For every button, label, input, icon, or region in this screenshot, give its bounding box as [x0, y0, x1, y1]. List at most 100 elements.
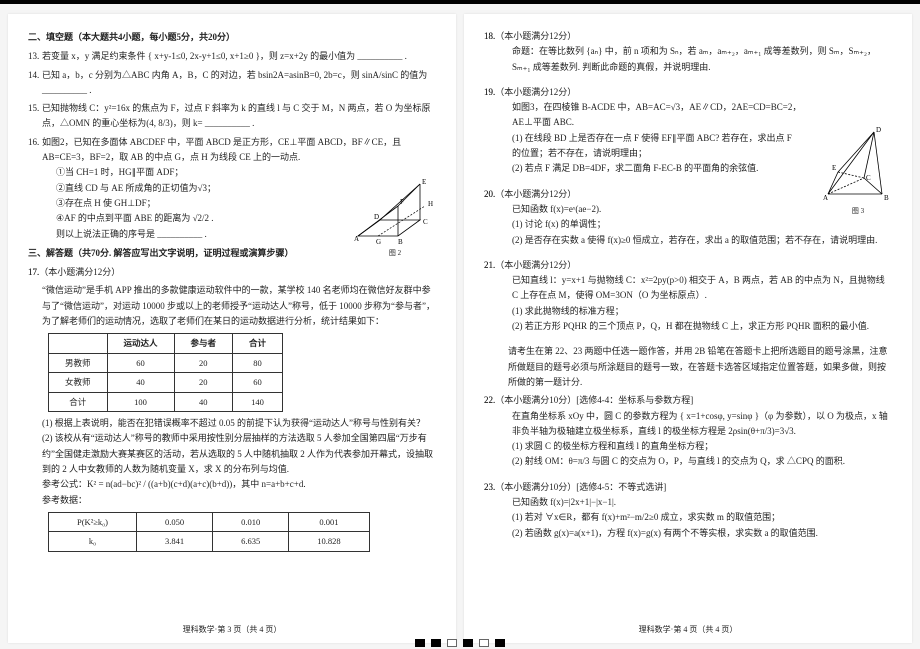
page-4: 18. 18.（本小题满分12分） 命题：在等比数列 {aₙ} 中，前 n 项和… — [464, 14, 912, 643]
svg-text:D: D — [374, 213, 379, 221]
q19-head: 19.（本小题满分12分） — [484, 87, 576, 97]
question-18: 18. 18.（本小题满分12分） 命题：在等比数列 {aₙ} 中，前 n 项和… — [498, 29, 892, 75]
question-21: 21. 21.（本小题满分12分） 已知直线 l：y=x+1 与抛物线 C：x²… — [498, 258, 892, 334]
q19-p2: (2) 若点 F 满足 DB=4DF，求二面角 F-EC-B 的平面角的余弦值. — [512, 161, 802, 176]
qnum-16: 16. — [28, 135, 39, 150]
top-bar — [0, 0, 920, 4]
svg-text:A: A — [354, 235, 359, 243]
svg-text:C: C — [423, 218, 428, 226]
qnum-21: 21. — [484, 258, 495, 273]
page-3: 二、填空题（本大题共4小题，每小题5分，共20分） 13.若变量 x，y 满足约… — [8, 14, 456, 643]
qnum-15: 15. — [28, 101, 39, 116]
page-4-footer: 理科数学·第 4 页（共 4 页） — [484, 623, 892, 637]
qnum-18: 18. — [484, 29, 495, 44]
q20-p2: (2) 是否存在实数 a 使得 f(x)≥0 恒成立，若存在，求出 a 的取值范… — [512, 233, 892, 248]
cell: 100 — [107, 392, 174, 411]
q21-stem: 已知直线 l：y=x+1 与抛物线 C：x²=2py(p>0) 相交于 A，B … — [512, 273, 892, 304]
q20-stem: 已知函数 f(x)=eˣ(ae−2). — [512, 202, 892, 217]
cell: 0.050 — [136, 512, 212, 531]
section-2-title: 二、填空题（本大题共4小题，每小题5分，共20分） — [28, 30, 436, 45]
q23-p2: (2) 若函数 g(x)=a(x+1)，方程 f(x)=g(x) 有两个不等实根… — [512, 526, 892, 541]
cell: 80 — [233, 353, 283, 372]
q23-p1: (1) 若对 ∀x∈R，都有 f(x)+m²−m/2≥0 成立，求实数 m 的取… — [512, 510, 892, 525]
q16-stem: 如图2，已知在多面体 ABCDEF 中，平面 ABCD 是正方形，CE⊥平面 A… — [42, 137, 401, 162]
th-heji: 合计 — [233, 334, 283, 353]
q22-head: 22.（本小题满分10分）[选修4-4：坐标系与参数方程] — [484, 395, 693, 405]
question-13: 13.若变量 x，y 满足约束条件 { x+y-1≤0, 2x-y+1≤0, x… — [42, 49, 436, 64]
svg-text:H: H — [428, 200, 433, 208]
choice-instruction: 请考生在第 22、23 两题中任选一题作答，并用 2B 铅笔在答题卡上把所选题目… — [508, 344, 892, 390]
svg-text:D: D — [876, 126, 881, 134]
scan-marks — [415, 639, 505, 647]
cell: P(K²≥k₀) — [49, 512, 137, 531]
svg-text:B: B — [398, 238, 403, 246]
qnum-13: 13. — [28, 49, 39, 64]
q20-p1: (1) 讨论 f(x) 的单调性； — [512, 217, 892, 232]
svg-text:C: C — [866, 174, 871, 182]
cell: 40 — [174, 392, 233, 411]
th-daren: 运动达人 — [107, 334, 174, 353]
cell: 10.828 — [289, 532, 369, 551]
question-15: 15.已知抛物线 C：y²=16x 的焦点为 F，过点 F 斜率为 k 的直线 … — [42, 101, 436, 132]
cell: 40 — [107, 373, 174, 392]
cell: 140 — [233, 392, 283, 411]
q17-p2: (1) 根据上表说明，能否在犯错误概率不超过 0.05 的前提下认为获得“运动达… — [42, 416, 436, 431]
q22-p1: (1) 求圆 C 的极坐标方程和直线 l 的直角坐标方程； — [512, 439, 892, 454]
qnum-17: 17. — [28, 265, 39, 280]
question-23: 23. 23.（本小题满分10分）[选修4-5：不等式选讲] 已知函数 f(x)… — [498, 480, 892, 541]
qnum-14: 14. — [28, 68, 39, 83]
q21-p1: (1) 求此抛物线的标准方程； — [512, 304, 892, 319]
page-3-footer: 理科数学·第 3 页（共 4 页） — [28, 623, 436, 637]
question-22: 22. 22.（本小题满分10分）[选修4-4：坐标系与参数方程] 在直角坐标系… — [498, 393, 892, 469]
cell: 20 — [174, 373, 233, 392]
mark — [431, 639, 441, 647]
qnum-19: 19. — [484, 85, 495, 100]
question-17: 17. 17.（本小题满分12分） — [42, 265, 436, 280]
svg-text:E: E — [832, 164, 836, 172]
svg-text:G: G — [376, 238, 381, 246]
mark — [415, 639, 425, 647]
q22-stem: 在直角坐标系 xOy 中，圆 C 的参数方程为 { x=1+cosφ, y=si… — [512, 409, 892, 440]
cell: 3.841 — [136, 532, 212, 551]
cell: 女教师 — [49, 373, 108, 392]
q17-table: 运动达人 参与者 合计 男教师602080 女教师402060 合计100401… — [48, 333, 283, 412]
q17-table2: P(K²≥k₀)0.0500.0100.001 k₀3.8416.63510.8… — [48, 512, 370, 552]
th-canyu: 参与者 — [174, 334, 233, 353]
q17-ref: 参考数据： — [42, 493, 436, 508]
cell: 6.635 — [213, 532, 289, 551]
question-20: 20. 20.（本小题满分12分） 已知函数 f(x)=eˣ(ae−2). (1… — [498, 187, 892, 248]
q23-stem: 已知函数 f(x)=|2x+1|−|x−1|. — [512, 495, 892, 510]
q17-p3: (2) 该校从有“运动达人”称号的教师中采用按性别分层抽样的方法选取 5 人参加… — [42, 431, 436, 477]
cell: 0.001 — [289, 512, 369, 531]
cell: 60 — [107, 353, 174, 372]
q19-p1: (1) 在线段 BD 上是否存在一点 F 使得 EF∥平面 ABC? 若存在，求… — [512, 131, 802, 162]
q15-text: 已知抛物线 C：y²=16x 的焦点为 F，过点 F 斜率为 k 的直线 l 与… — [42, 103, 431, 128]
qnum-22: 22. — [484, 393, 495, 408]
figure-2: A B C D E F G H 图 2 — [350, 176, 440, 260]
q18-body: 命题：在等比数列 {aₙ} 中，前 n 项和为 Sₙ，若 aₘ，aₘ₊₂，aₘ₊… — [512, 44, 892, 75]
cell: 20 — [174, 353, 233, 372]
q13-text: 若变量 x，y 满足约束条件 { x+y-1≤0, 2x-y+1≤0, x+1≥… — [42, 51, 407, 61]
cell: 0.010 — [213, 512, 289, 531]
cell: k₀ — [49, 532, 137, 551]
q23-head: 23.（本小题满分10分）[选修4-5：不等式选讲] — [484, 482, 666, 492]
q17-head: 17.（本小题满分12分） — [28, 267, 120, 277]
q17-p1: “微信运动”是手机 APP 推出的多款健康运动软件中的一款，某学校 140 名老… — [42, 283, 436, 329]
q18-head: 18.（本小题满分12分） — [484, 31, 576, 41]
q17-formula: 参考公式：K² = n(ad−bc)² / ((a+b)(c+d)(a+c)(b… — [42, 477, 436, 492]
cell: 60 — [233, 373, 283, 392]
q21-p2: (2) 若正方形 PQHR 的三个顶点 P，Q，H 都在抛物线 C 上，求正方形… — [512, 319, 892, 334]
mark — [495, 639, 505, 647]
qnum-23: 23. — [484, 480, 495, 495]
cell: 男教师 — [49, 353, 108, 372]
q20-head: 20.（本小题满分12分） — [484, 189, 576, 199]
mark-hollow — [447, 639, 457, 647]
mark — [463, 639, 473, 647]
figure-2-svg: A B C D E F G H — [350, 176, 440, 246]
q22-p2: (2) 射线 OM：θ=π/3 与圆 C 的交点为 O，P，与直线 l 的交点为… — [512, 454, 892, 469]
cell: 合计 — [49, 392, 108, 411]
q19-stem: 如图3，在四棱锥 B-ACDE 中，AB=AC=√3，AE∥CD，2AE=CD=… — [512, 100, 802, 131]
mark-hollow — [479, 639, 489, 647]
svg-text:E: E — [422, 178, 426, 186]
th-blank — [49, 334, 108, 353]
